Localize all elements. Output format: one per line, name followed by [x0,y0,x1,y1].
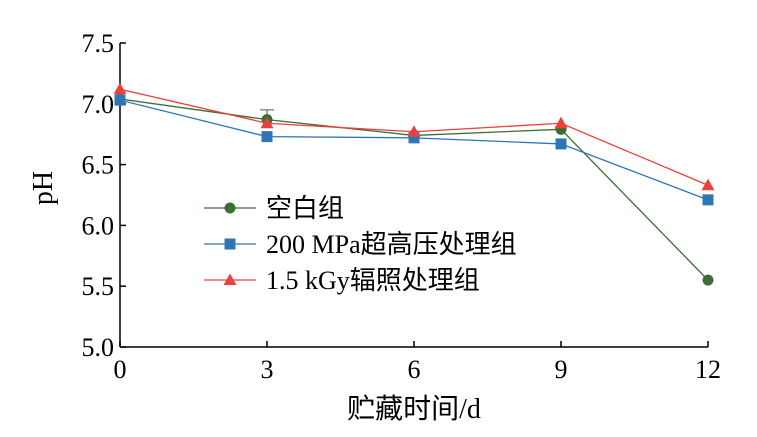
axes: 5.0 5.5 6.0 6.5 7.0 7.5 0 3 6 9 12 [82,29,722,384]
legend-item: 1.5 kGy辐照处理组 [204,266,480,295]
series-line [119,99,709,201]
legend-item: 200 MPa超高压处理组 [204,230,517,259]
legend: 空白组 200 MPa超高压处理组 1.5 kGy辐照处理组 [204,194,517,295]
data-point [113,82,127,95]
legend-label: 200 MPa超高压处理组 [266,230,517,259]
y-tick-label: 5.5 [82,272,115,301]
y-axis-title: pH [28,171,59,205]
series-layer [113,82,715,286]
legend-marker [224,238,236,250]
legend-item: 空白组 [204,194,344,223]
x-tick-label: 6 [408,355,421,384]
series-square [114,94,714,206]
data-point [701,178,715,191]
x-axis-title: 贮藏时间/d [347,393,481,425]
data-point [702,274,714,286]
data-point [407,125,421,137]
x-tick-label: 0 [114,355,127,384]
y-tick-label: 7.5 [82,29,115,58]
data-point [554,116,568,129]
legend-marker [223,273,237,285]
x-tick-label: 3 [261,355,274,384]
series-triangle [113,82,715,191]
x-tick-label: 12 [695,355,721,384]
legend-label: 空白组 [266,194,344,223]
y-tick-label: 6.5 [82,151,115,180]
data-point [260,116,274,129]
y-tick-label: 7.0 [82,90,115,119]
x-tick-label: 9 [555,355,568,384]
data-point [555,138,567,150]
data-point [114,94,126,106]
data-point [261,131,273,143]
y-tick-label: 5.0 [82,333,115,362]
legend-marker [224,202,236,214]
data-point [702,194,714,206]
data-point [408,132,420,144]
legend-label: 1.5 kGy辐照处理组 [266,266,480,295]
y-tick-label: 6.0 [82,211,115,240]
